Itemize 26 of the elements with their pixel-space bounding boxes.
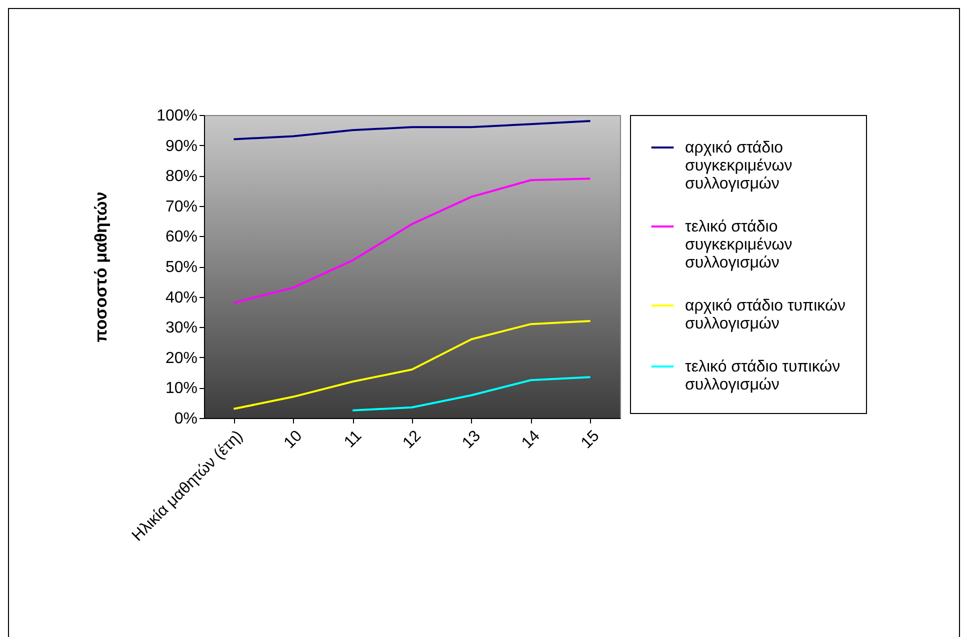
x-tick-label: 15 bbox=[578, 427, 603, 452]
legend-label: αρχικό στάδιο τυπικών συλλογισμών bbox=[685, 298, 846, 332]
line-series bbox=[232, 120, 592, 140]
legend-label: τελικό στάδιο συγκεκριμένων συλλογισμών bbox=[685, 218, 792, 272]
y-tick-label: 20% bbox=[165, 350, 198, 367]
y-tick-label: 60% bbox=[165, 228, 198, 246]
y-axis-title: ποσοστό μαθητών bbox=[92, 192, 111, 342]
line-series bbox=[232, 178, 592, 304]
y-tick-label: 100% bbox=[156, 108, 198, 124]
x-tick-label: 13 bbox=[459, 427, 484, 452]
line-series bbox=[352, 376, 592, 412]
y-tick-label: 0% bbox=[174, 410, 198, 428]
legend-label: τελικό στάδιο τυπικών συλλογισμών bbox=[685, 358, 840, 394]
y-tick-label: 70% bbox=[165, 198, 198, 216]
y-tick-label: 80% bbox=[165, 168, 198, 186]
x-tick-label: 12 bbox=[400, 427, 425, 452]
y-tick-label: 30% bbox=[165, 320, 198, 337]
y-tick-label: 50% bbox=[165, 259, 198, 276]
legend-label: αρχικό στάδιο συγκεκριμένων συλλογισμών bbox=[685, 140, 792, 192]
y-tick-label: 90% bbox=[165, 138, 198, 155]
y-tick-label: 40% bbox=[165, 289, 198, 306]
y-tick-label: 10% bbox=[165, 380, 198, 398]
x-tick-label: 11 bbox=[341, 427, 366, 452]
x-tick-label: 14 bbox=[518, 427, 544, 452]
line-series bbox=[232, 320, 592, 410]
x-tick-label: 10 bbox=[281, 427, 306, 452]
